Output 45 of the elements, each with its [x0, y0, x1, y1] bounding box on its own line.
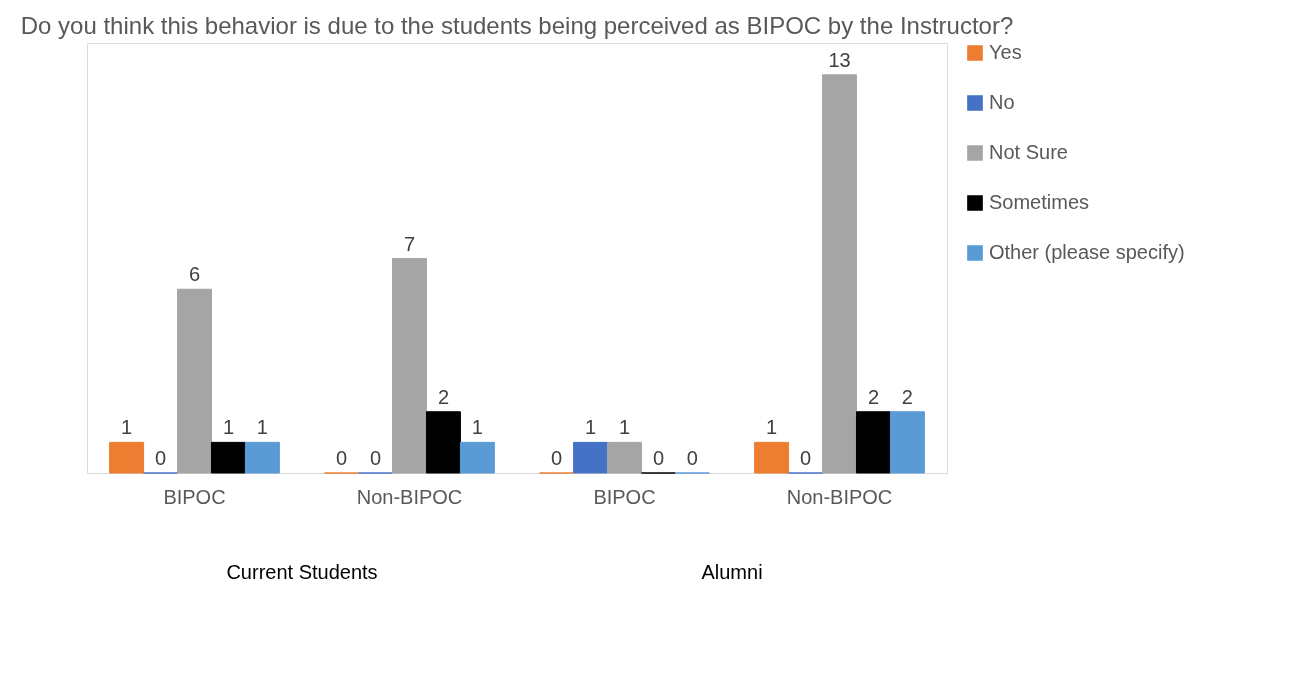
data-label: 1: [121, 416, 133, 439]
bar: [754, 441, 790, 474]
legend-label: Yes: [989, 41, 1022, 63]
bar: [459, 441, 495, 474]
chart-title: Do you think this behavior is due to the students being perceived as BIPOC by the Instructor?: [20, 12, 1014, 39]
data-label: 0: [369, 447, 382, 469]
bar: [607, 441, 642, 474]
data-label: 6: [188, 263, 201, 286]
legend-label: Other (please specify): [989, 241, 1185, 263]
bar: [573, 441, 609, 474]
data-label: 2: [901, 385, 913, 408]
bar: [855, 411, 891, 474]
data-label: 0: [551, 447, 563, 469]
x-tick-label: BIPOC: [163, 485, 226, 508]
data-label: 2: [867, 385, 880, 408]
data-label: 13: [828, 48, 851, 71]
data-label: 7: [403, 232, 416, 255]
data-label: 1: [584, 416, 597, 439]
data-label: 2: [437, 385, 450, 408]
data-label: 1: [766, 416, 778, 439]
bar: [177, 288, 212, 474]
data-label: 0: [154, 447, 167, 469]
bar: [244, 441, 280, 474]
data-label: 1: [222, 416, 235, 439]
data-label: 1: [618, 416, 631, 439]
data-label: 0: [686, 447, 698, 469]
data-label: 0: [336, 447, 348, 469]
bar: [822, 74, 857, 474]
legend-label: No: [989, 91, 1015, 113]
x-tick-label: Non-BIPOC: [786, 485, 893, 508]
bar: [210, 441, 246, 474]
bar: [889, 411, 925, 474]
data-label: 0: [652, 447, 665, 469]
text: Current Students: [226, 561, 378, 583]
data-label: 1: [471, 416, 483, 439]
bar: [109, 441, 145, 474]
text: Alumni: [701, 561, 763, 583]
legend-label: Sometimes: [989, 191, 1090, 213]
data-label: 0: [799, 447, 812, 469]
x-tick-label: BIPOC: [593, 485, 656, 508]
legend-label: Not Sure: [989, 141, 1068, 163]
x-tick-label: Non-BIPOC: [356, 485, 463, 508]
bar: [392, 258, 427, 474]
data-label: 1: [256, 416, 268, 439]
bar: [425, 411, 461, 474]
